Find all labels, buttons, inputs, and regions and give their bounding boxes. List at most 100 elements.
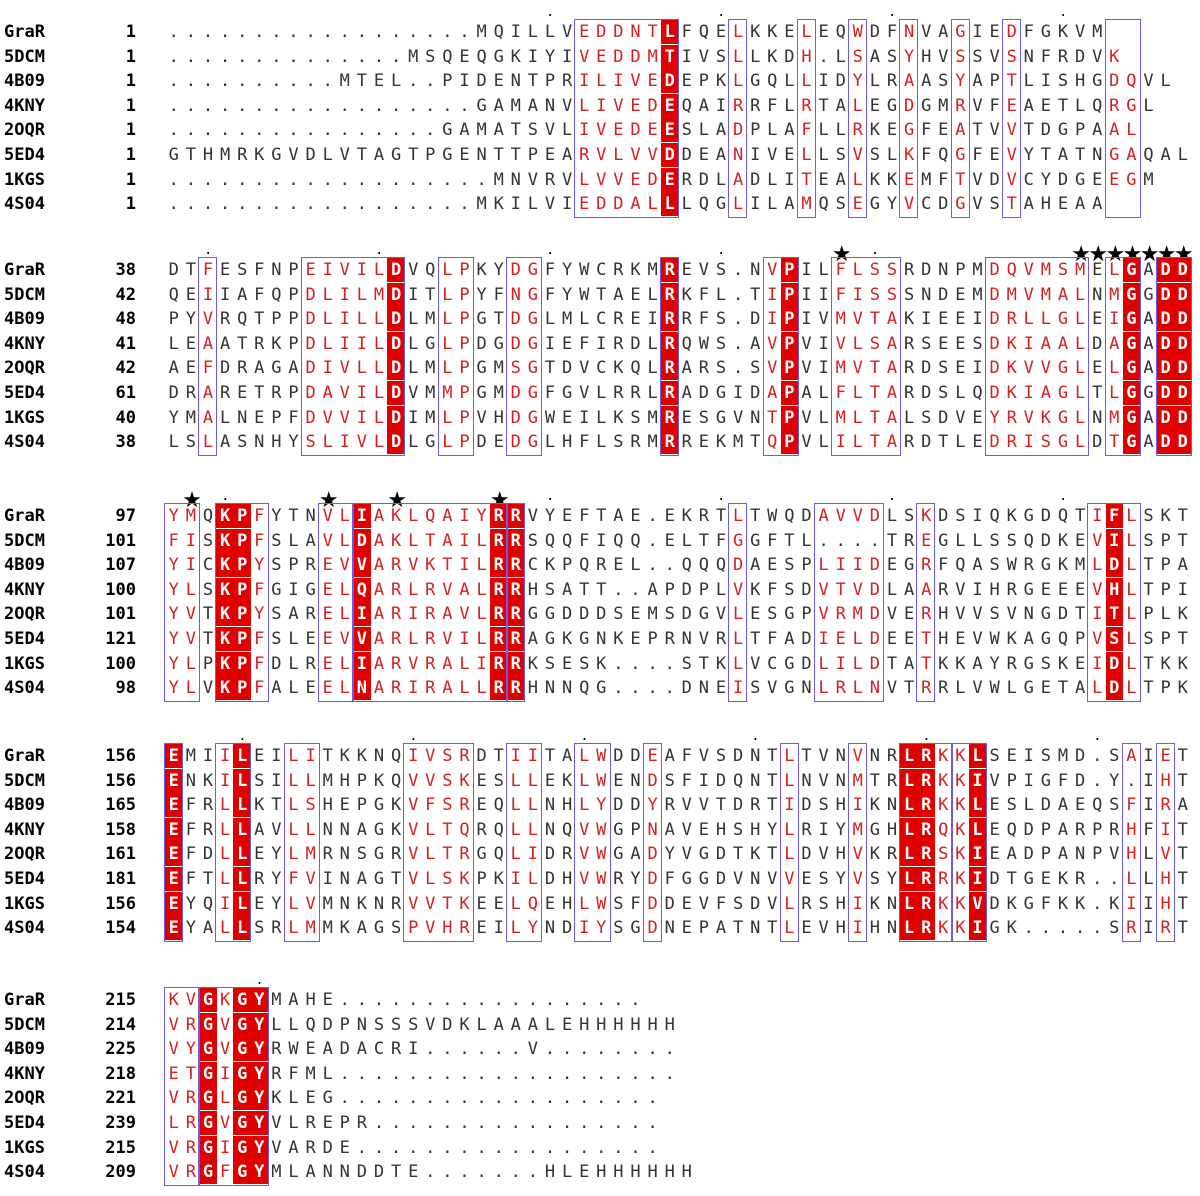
residue: G	[1126, 169, 1137, 190]
residue: S	[202, 530, 214, 551]
residue: M	[732, 432, 744, 453]
residue: S	[903, 506, 915, 526]
residue: T	[972, 120, 983, 141]
residue: Y	[168, 579, 179, 600]
residue: L	[561, 1162, 573, 1183]
residue: T	[1006, 71, 1017, 92]
residue: I	[356, 333, 368, 354]
residue: Q	[237, 309, 248, 330]
residue: L	[596, 432, 607, 453]
residue: N	[322, 1162, 333, 1183]
residue: L	[852, 333, 863, 354]
sequence-name: 2OQR	[4, 358, 45, 379]
residue: L	[442, 358, 453, 379]
alignment-gap: .	[425, 1088, 436, 1109]
residue: F	[1040, 893, 1052, 914]
residue: S	[869, 145, 881, 165]
residue: D	[921, 432, 932, 453]
residue: A	[442, 653, 453, 674]
residue: D	[387, 307, 405, 332]
residue: E	[630, 169, 641, 190]
alignment-gap: .	[288, 194, 299, 215]
alignment-gap: .	[390, 22, 402, 42]
residue: Y	[168, 555, 179, 576]
residue: A	[886, 383, 898, 403]
alignment-gap: .	[1092, 893, 1103, 914]
residue: S	[202, 579, 214, 600]
residue: G	[1143, 284, 1154, 305]
alignment-gap: .	[168, 71, 179, 92]
residue: D	[1057, 604, 1069, 625]
residue: D	[1173, 405, 1192, 430]
residue: D	[510, 407, 521, 428]
residue: R	[390, 579, 402, 600]
residue: D	[1074, 746, 1086, 766]
residue: L	[373, 383, 385, 403]
residue: D	[801, 506, 812, 526]
alignment-gap: .	[219, 169, 231, 190]
residue: Q	[955, 555, 966, 576]
residue: D	[1156, 282, 1175, 307]
residue: T	[801, 746, 812, 766]
residue: A	[373, 678, 385, 699]
residue: V	[408, 555, 419, 576]
residue: L	[442, 407, 453, 428]
residue: P	[780, 356, 799, 381]
alignment-gap: .	[322, 120, 333, 141]
residue: D	[1156, 405, 1175, 430]
residue: T	[903, 678, 915, 699]
residue: L	[852, 653, 863, 674]
residue: M	[835, 358, 846, 379]
residue: L	[715, 284, 727, 305]
residue: R	[1074, 869, 1086, 889]
residue: E	[886, 629, 898, 649]
residue: L	[459, 653, 470, 674]
residue: L	[660, 192, 679, 217]
residue: S	[886, 46, 898, 67]
residue: G	[1126, 95, 1137, 116]
residue: A	[1023, 194, 1034, 215]
residue: L	[544, 22, 556, 42]
residue: H	[596, 1162, 607, 1183]
residue: G	[233, 1037, 251, 1062]
residue: C	[921, 194, 932, 215]
residue: E	[322, 604, 333, 625]
residue: D	[387, 430, 405, 455]
residue: L	[527, 770, 539, 791]
position-dot-marker: .	[718, 239, 724, 258]
residue: R	[660, 381, 679, 405]
residue: L	[476, 579, 487, 600]
alignment-gap: .	[408, 194, 419, 215]
residue: R	[835, 604, 846, 625]
residue: P	[339, 1014, 350, 1035]
residue: I	[459, 71, 470, 92]
residue: L	[1074, 309, 1086, 330]
residue: A	[1074, 678, 1086, 699]
residue: V	[579, 869, 590, 889]
residue: L	[373, 358, 385, 379]
residue: K	[955, 653, 966, 674]
residue: Q	[390, 770, 402, 791]
residue: D	[1173, 307, 1192, 332]
residue: R	[459, 844, 470, 865]
residue: Y	[185, 1039, 197, 1060]
alignment-gap: .	[185, 95, 197, 116]
residue: F	[1105, 504, 1124, 528]
residue: K	[425, 555, 436, 576]
residue: T	[237, 333, 248, 354]
residue: A	[322, 383, 333, 403]
residue: L	[818, 653, 829, 674]
residue: A	[442, 678, 453, 699]
residue: K	[869, 795, 881, 816]
residue: S	[681, 120, 692, 141]
alignment-gap: .	[168, 169, 179, 190]
residue: A	[442, 604, 453, 625]
alignment-gap: .	[510, 1162, 521, 1183]
residue: M	[425, 383, 436, 403]
residue: L	[510, 770, 521, 791]
residue: E	[750, 604, 761, 625]
residue: D	[476, 746, 487, 766]
sequence-start-number: 41	[115, 333, 136, 354]
